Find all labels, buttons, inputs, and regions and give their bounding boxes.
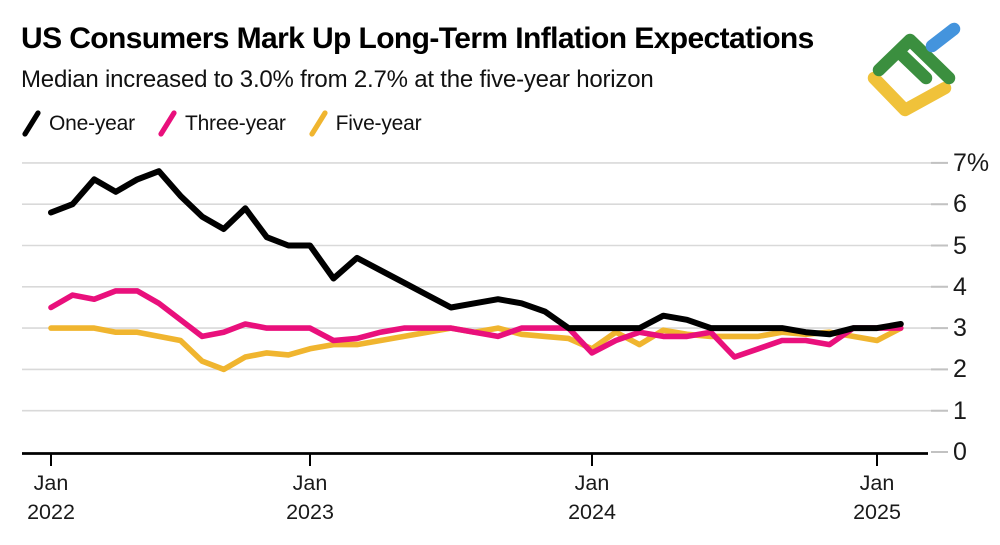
chart-legend: One-year Three-year Five-year — [21, 109, 422, 138]
x-axis-tick-label: Jan 2023 — [286, 471, 334, 524]
x-axis-tick-label: Jan 2024 — [568, 471, 616, 524]
litefinance-logo — [867, 22, 961, 117]
five-year-swatch-icon — [309, 110, 328, 137]
x-axis-tick-label: Jan 2025 — [853, 471, 901, 524]
legend-label-five-year: Five-year — [335, 111, 422, 135]
legend-item-five-year: Five-year — [308, 109, 422, 138]
chart-title: US Consumers Mark Up Long-Term Inflation… — [21, 22, 814, 55]
logo-green-bar — [894, 47, 933, 85]
series-line-three-year — [48, 288, 904, 360]
logo-green-peak — [872, 33, 956, 85]
y-axis-label: 0 — [953, 438, 967, 466]
legend-label-one-year: One-year — [49, 111, 135, 135]
one-year-swatch-icon — [22, 110, 41, 137]
y-axis-label: 3 — [953, 314, 967, 343]
y-axis-label: 2 — [953, 355, 967, 384]
y-axis-label: 1 — [953, 396, 967, 425]
logo-blue-dash — [925, 22, 961, 53]
y-axis-label: 4 — [953, 272, 967, 301]
series-line-one-year — [48, 168, 904, 338]
three-year-swatch-icon — [158, 110, 177, 137]
legend-item-three-year: Three-year — [157, 109, 286, 138]
legend-label-three-year: Three-year — [184, 111, 286, 135]
y-axis-label: 6 — [953, 190, 967, 219]
logo-yellow-chevron — [867, 71, 952, 117]
y-axis-label: 7% — [953, 148, 990, 177]
legend-item-one-year: One-year — [21, 109, 135, 138]
y-axis-label: 5 — [953, 231, 967, 260]
x-axis-tick-label: Jan 2022 — [27, 471, 75, 524]
chart-subtitle: Median increased to 3.0% from 2.7% at th… — [21, 66, 654, 93]
